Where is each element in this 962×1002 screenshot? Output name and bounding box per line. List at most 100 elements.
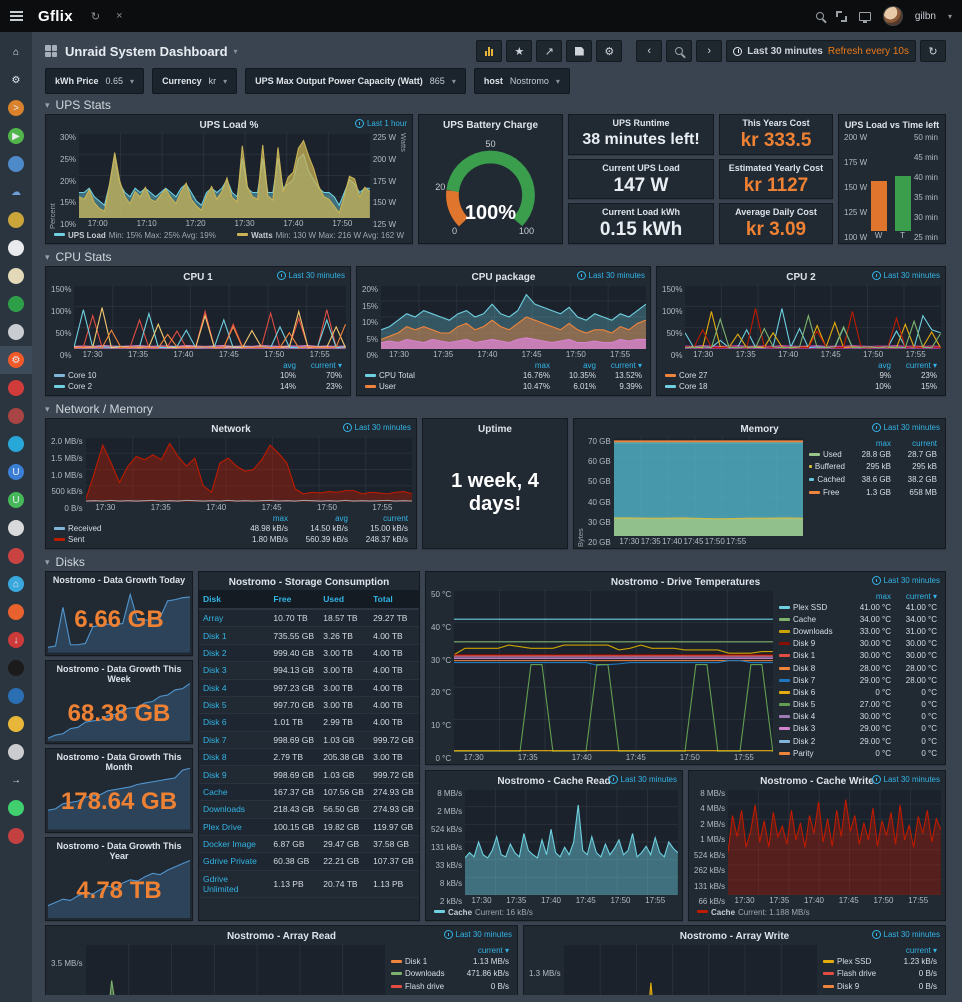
sidebar-app-icon[interactable]: ⚙ bbox=[11, 74, 21, 86]
sidebar-app-icon[interactable]: U bbox=[0, 458, 32, 486]
variable-dropdown[interactable]: kWh Price 0.65 ▾ bbox=[45, 68, 145, 94]
legend-row[interactable]: Sent 1.80 MB/s 560.39 kB/s 248.37 kB/s bbox=[54, 534, 408, 545]
variable-dropdown[interactable]: host Nostromo ▾ bbox=[473, 68, 570, 94]
legend-row[interactable]: Used 28.8 GB 28.7 GB bbox=[809, 448, 937, 461]
time-range-picker[interactable]: Last 30 minutes Refresh every 10s bbox=[726, 40, 916, 62]
time-badge[interactable]: Last 30 minutes bbox=[608, 775, 677, 784]
sidebar-app-icon[interactable] bbox=[0, 794, 32, 822]
legend-row[interactable]: Core 18 10% 15% bbox=[665, 381, 937, 392]
legend-row[interactable]: Disk 9 30.00 °C 30.00 °C bbox=[779, 638, 937, 650]
legend-row[interactable]: Core 2 14% 23% bbox=[54, 381, 342, 392]
sidebar-app-icon[interactable] bbox=[0, 822, 32, 850]
temps-graph[interactable] bbox=[454, 590, 773, 752]
legend-row[interactable]: Disk 1 30.00 °C 30.00 °C bbox=[779, 650, 937, 662]
sidebar-app-icon[interactable] bbox=[0, 262, 32, 290]
sidebar-app-icon[interactable] bbox=[0, 206, 32, 234]
legend-row[interactable]: CPU Total 16.76% 10.35% 13.52% bbox=[365, 370, 642, 381]
sidebar-app-icon[interactable] bbox=[0, 430, 32, 458]
legend-row[interactable]: Disk 4 30.00 °C 0 °C bbox=[779, 711, 937, 723]
sidebar-app-icon[interactable]: U bbox=[0, 486, 32, 514]
array-write-graph[interactable] bbox=[563, 944, 817, 995]
sidebar-app-icon[interactable]: ⚙ bbox=[0, 346, 32, 374]
legend-row[interactable]: Downloads 33.00 °C 31.00 °C bbox=[779, 625, 937, 637]
legend-row[interactable]: Core 27 9% 23% bbox=[665, 370, 937, 381]
username[interactable]: gilbn bbox=[914, 10, 936, 22]
sidebar-app-icon[interactable] bbox=[0, 150, 32, 178]
zoom-out-button[interactable] bbox=[666, 40, 693, 62]
sidebar-app-icon[interactable] bbox=[0, 654, 32, 682]
sidebar-app-icon[interactable] bbox=[0, 514, 32, 542]
legend-row[interactable]: Free 1.3 GB 658 MB bbox=[809, 486, 937, 499]
ups-load-graph[interactable] bbox=[79, 133, 370, 218]
sidebar-app-icon[interactable] bbox=[0, 710, 32, 738]
add-panel-button[interactable] bbox=[476, 40, 503, 62]
time-badge[interactable]: Last 30 minutes bbox=[276, 271, 345, 280]
avatar[interactable] bbox=[882, 6, 903, 26]
time-badge[interactable]: Last 30 minutes bbox=[871, 271, 940, 280]
section-network-memory[interactable]: ▾ Network / Memory bbox=[45, 402, 153, 416]
sidebar-app-icon[interactable] bbox=[0, 682, 32, 710]
section-disks[interactable]: ▾ Disks bbox=[45, 555, 85, 569]
menu-icon[interactable] bbox=[0, 0, 32, 32]
legend-row[interactable]: Disk 8 28.00 °C 28.00 °C bbox=[779, 662, 937, 674]
legend-row[interactable]: User 10.47% 6.01% 9.39% bbox=[365, 381, 642, 392]
legend-row[interactable]: Received 48.98 kB/s 14.50 kB/s 15.00 kB/s bbox=[54, 523, 408, 534]
sidebar-app-icon[interactable] bbox=[0, 542, 32, 570]
sidebar-app-icon[interactable]: ↓ bbox=[0, 626, 32, 654]
legend-item[interactable]: Cache Current: 16 kB/s bbox=[434, 908, 533, 917]
time-forward-button[interactable]: › bbox=[696, 40, 723, 62]
legend-row[interactable]: Downloads 471.86 kB/s bbox=[391, 968, 509, 981]
section-ups-stats[interactable]: ▾ UPS Stats bbox=[45, 98, 111, 112]
time-badge[interactable]: Last 30 minutes bbox=[342, 423, 411, 432]
legend-item[interactable]: Watts Min: 130 W Max: 216 W Avg: 162 W bbox=[237, 231, 404, 240]
cache-write-graph[interactable] bbox=[728, 789, 941, 895]
legend-row[interactable]: Flash drive 0 B/s bbox=[391, 980, 509, 993]
sidebar-app-icon[interactable] bbox=[0, 402, 32, 430]
network-graph[interactable] bbox=[85, 437, 412, 502]
refresh-icon[interactable]: ↻ bbox=[90, 10, 101, 23]
time-badge[interactable]: Last 30 minutes bbox=[443, 930, 512, 939]
legend-item[interactable]: UPS Load Min: 15% Max: 25% Avg: 19% bbox=[54, 231, 216, 240]
sidebar-app-icon[interactable]: ⌂ bbox=[0, 570, 32, 598]
cpu2-graph[interactable] bbox=[685, 285, 941, 349]
legend-row[interactable]: Parity 0 °C 0 °C bbox=[779, 747, 937, 759]
time-badge[interactable]: Last 30 minutes bbox=[871, 576, 940, 585]
time-back-button[interactable]: ‹ bbox=[636, 40, 663, 62]
legend-item[interactable]: Cache Current: 1.188 MB/s bbox=[697, 908, 810, 917]
legend-row[interactable]: Disk 7 29.00 °C 28.00 °C bbox=[779, 674, 937, 686]
legend-row[interactable]: Cached 38.6 GB 38.2 GB bbox=[809, 473, 937, 486]
close-icon[interactable]: × bbox=[116, 10, 123, 22]
legend-row[interactable]: Buffered 295 kB 295 kB bbox=[809, 461, 937, 474]
sidebar-app-icon[interactable] bbox=[0, 374, 32, 402]
star-button[interactable]: ★ bbox=[506, 40, 533, 62]
sidebar-app-icon[interactable] bbox=[0, 290, 32, 318]
user-menu-caret[interactable]: ▾ bbox=[947, 11, 952, 21]
display-icon[interactable] bbox=[858, 11, 871, 23]
sidebar-app-icon[interactable]: → bbox=[11, 774, 21, 786]
dashboard-picker-caret[interactable]: ▾ bbox=[233, 46, 238, 56]
sidebar-app-icon[interactable]: ⌂ bbox=[12, 46, 20, 58]
cpu1-graph[interactable] bbox=[74, 285, 346, 349]
time-badge[interactable]: Last 1 hour bbox=[354, 119, 407, 128]
sidebar-app-icon[interactable]: ☁ bbox=[11, 186, 21, 198]
memory-graph[interactable] bbox=[613, 437, 803, 536]
section-cpu-stats[interactable]: ▾ CPU Stats bbox=[45, 250, 112, 264]
page-title[interactable]: Unraid System Dashboard bbox=[65, 43, 228, 59]
legend-row[interactable]: Plex SSD 1.23 kB/s bbox=[823, 955, 937, 968]
refresh-button[interactable]: ↻ bbox=[920, 40, 946, 62]
legend-row[interactable]: Plex SSD 41.00 °C 41.00 °C bbox=[779, 601, 937, 613]
sidebar-app-icon[interactable] bbox=[0, 234, 32, 262]
cpu-package-graph[interactable] bbox=[381, 285, 646, 349]
search-icon[interactable] bbox=[815, 12, 824, 20]
sidebar-app-icon[interactable] bbox=[0, 598, 32, 626]
legend-row[interactable]: Disk 3 29.00 °C 0 °C bbox=[779, 723, 937, 735]
save-button[interactable] bbox=[566, 40, 593, 62]
legend-row[interactable]: Cache 34.00 °C 34.00 °C bbox=[779, 613, 937, 625]
variable-dropdown[interactable]: UPS Max Output Power Capacity (Watt) 865… bbox=[245, 68, 466, 94]
legend-row[interactable]: Disk 5 27.00 °C 0 °C bbox=[779, 699, 937, 711]
legend-row[interactable]: Disk 1 1.13 MB/s bbox=[391, 955, 509, 968]
legend-row[interactable]: Core 10 10% 70% bbox=[54, 370, 342, 381]
settings-button[interactable]: ⚙ bbox=[596, 40, 623, 62]
